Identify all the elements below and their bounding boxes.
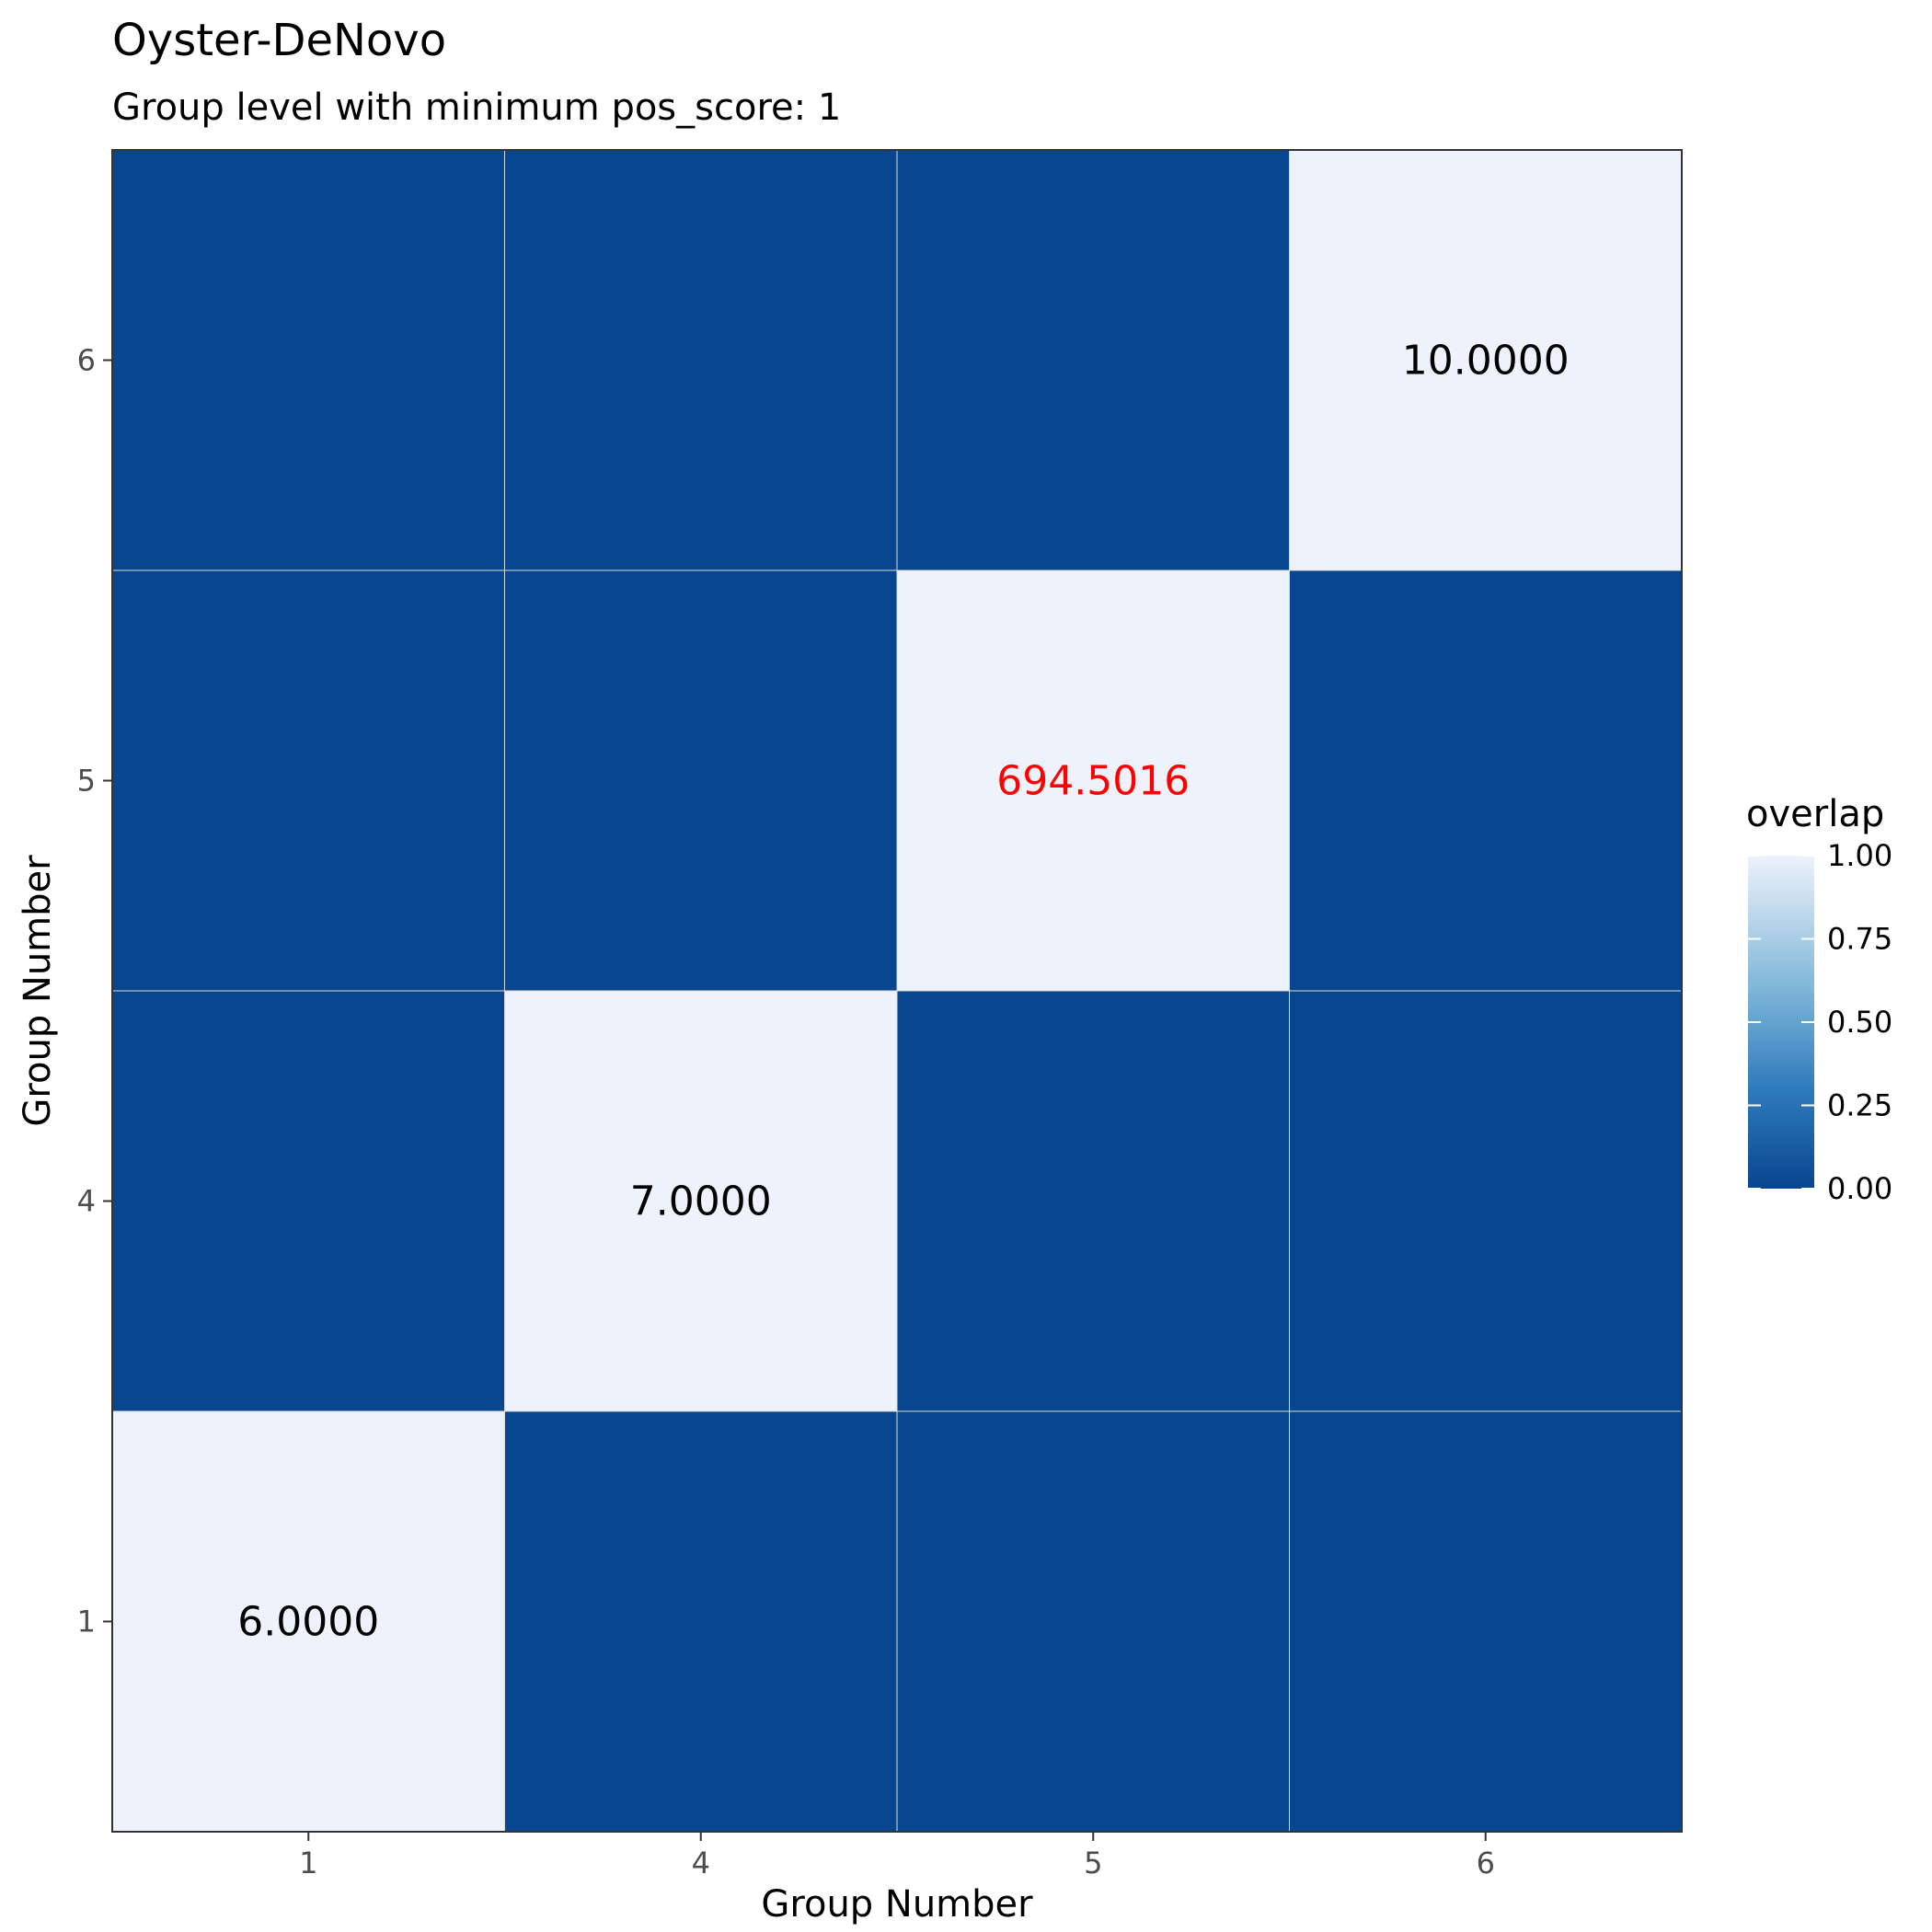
- heatmap-cell: [897, 991, 1290, 1411]
- heatmap-cell: [112, 991, 505, 1411]
- heatmap-cell-labels: 6.0000 7.0000 694.5016 10.0000: [237, 338, 1569, 1646]
- legend-tick-label: 0.00: [1827, 1171, 1892, 1206]
- heatmap-cell: [897, 1411, 1290, 1832]
- x-tick-label: 4: [692, 1846, 710, 1880]
- heatmap-cell: [504, 991, 897, 1411]
- heatmap-cell: [112, 150, 505, 570]
- chart-title: Oyster-DeNovo: [112, 15, 446, 66]
- legend-ticks: 1.00 0.75 0.50 0.25 0.00: [1748, 838, 1892, 1206]
- cell-value-label: 694.5016: [996, 758, 1190, 805]
- heatmap-cell: [504, 1411, 897, 1832]
- heatmap-cell: [1289, 150, 1682, 570]
- x-axis: 1 4 5 6: [299, 1832, 1495, 1880]
- y-tick-label: 1: [77, 1604, 96, 1639]
- y-tick-label: 6: [77, 343, 96, 378]
- legend-title: overlap: [1746, 793, 1884, 835]
- heatmap-cell: [504, 150, 897, 570]
- x-axis-title: Group Number: [761, 1883, 1033, 1926]
- x-tick-label: 5: [1084, 1846, 1102, 1880]
- heatmap-cell: [897, 570, 1290, 991]
- y-tick-label: 5: [77, 764, 96, 799]
- chart-subtitle: Group level with minimum pos_score: 1: [112, 86, 841, 129]
- legend-tick-label: 0.50: [1827, 1005, 1892, 1040]
- cell-value-label: 7.0000: [630, 1179, 772, 1225]
- heatmap-cell: [897, 150, 1290, 570]
- legend-tick-label: 0.75: [1827, 922, 1892, 957]
- heatmap-cells: [112, 150, 1682, 1832]
- heatmap-cell: [112, 1411, 505, 1832]
- cell-value-label: 10.0000: [1402, 338, 1570, 385]
- x-tick-label: 6: [1477, 1846, 1495, 1880]
- color-legend: overlap 1.00 0.75 0.50 0.25 0.00: [1746, 793, 1892, 1206]
- legend-tick-label: 1.00: [1827, 838, 1892, 873]
- x-tick-label: 1: [299, 1846, 317, 1880]
- y-axis: 1 4 5 6: [77, 343, 112, 1639]
- y-axis-title: Group Number: [17, 855, 59, 1127]
- heatmap-cell: [112, 570, 505, 991]
- cell-value-label: 6.0000: [237, 1599, 379, 1646]
- heatmap-cell: [1289, 570, 1682, 991]
- y-tick-label: 4: [77, 1184, 96, 1219]
- heatmap-cell: [1289, 991, 1682, 1411]
- legend-tick-label: 0.25: [1827, 1088, 1892, 1123]
- heatmap-cell: [1289, 1411, 1682, 1832]
- heatmap-cell: [504, 570, 897, 991]
- panel-border: [111, 149, 1683, 1833]
- panel-gridlines: [112, 150, 1682, 1832]
